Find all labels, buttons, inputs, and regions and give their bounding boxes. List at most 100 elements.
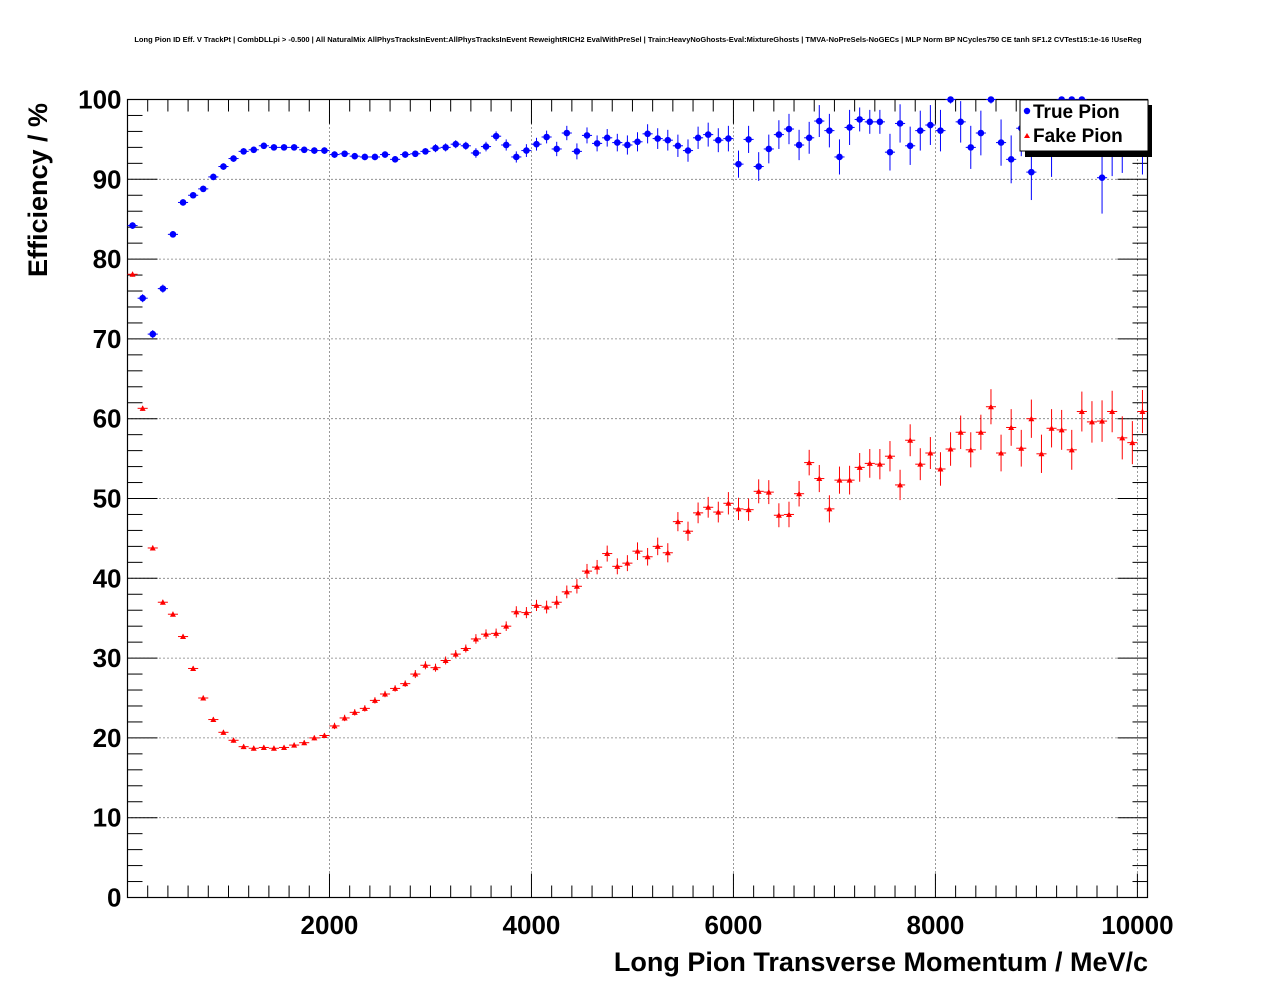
point-marker — [1088, 418, 1095, 425]
data-point — [1117, 416, 1128, 460]
point-marker — [341, 714, 348, 721]
point-marker — [876, 118, 884, 126]
data-point — [733, 497, 744, 521]
point-marker — [290, 144, 298, 151]
point-marker — [664, 136, 672, 144]
point-marker — [775, 131, 783, 138]
data-point — [985, 389, 997, 425]
data-point — [592, 559, 603, 575]
point-marker — [927, 450, 934, 456]
point-marker — [432, 144, 439, 152]
point-marker — [149, 544, 156, 551]
data-point — [975, 414, 986, 450]
data-point — [258, 142, 269, 150]
tick-labels: 0 10 20 30 40 50 60 70 80 90 100 2000 4000 6000 8000 10… — [78, 85, 1173, 941]
data-point — [804, 449, 815, 476]
data-point — [602, 129, 613, 147]
data-point — [551, 595, 562, 609]
data-point — [925, 105, 936, 145]
point-marker — [563, 129, 571, 137]
data-point — [794, 129, 805, 161]
data-point — [157, 284, 168, 293]
data-point — [390, 685, 401, 692]
data-point — [874, 109, 885, 134]
point-marker — [190, 665, 197, 671]
data-point — [127, 222, 138, 229]
data-point — [612, 558, 623, 575]
point-marker — [371, 153, 379, 161]
point-marker — [1058, 426, 1065, 433]
data-point — [713, 128, 724, 153]
point-marker — [492, 132, 500, 140]
data-point — [491, 628, 502, 639]
data-point — [1107, 390, 1118, 433]
data-point — [450, 140, 461, 149]
data-point — [319, 732, 330, 739]
data-point — [794, 480, 805, 507]
point-marker — [462, 142, 470, 150]
data-point — [965, 432, 976, 468]
data-point — [622, 555, 633, 572]
point-marker — [281, 744, 288, 750]
point-marker — [846, 477, 853, 483]
point-marker — [573, 583, 580, 589]
data-point — [430, 144, 441, 153]
data-point — [996, 434, 1007, 472]
point-marker — [291, 742, 298, 748]
data-point — [521, 607, 532, 619]
data-point — [672, 512, 683, 532]
data-point — [470, 634, 481, 644]
point-marker — [523, 609, 530, 616]
point-marker — [220, 729, 227, 735]
point-marker — [886, 148, 894, 156]
point-marker — [210, 173, 217, 181]
point-marker — [533, 140, 540, 148]
point-marker — [260, 744, 267, 750]
data-point — [349, 709, 360, 716]
data-point — [137, 405, 148, 411]
data-point — [329, 722, 340, 730]
point-marker — [826, 505, 833, 512]
point-marker — [846, 124, 853, 131]
point-marker — [381, 151, 389, 158]
point-marker — [442, 144, 449, 151]
data-point — [188, 191, 199, 199]
point-marker — [735, 160, 742, 168]
data-point — [309, 734, 320, 741]
x-tick-label: 10000 — [1101, 910, 1173, 940]
point-marker — [250, 146, 258, 154]
data-point — [642, 124, 653, 144]
data-point — [985, 96, 997, 104]
point-marker — [543, 133, 550, 141]
point-marker — [805, 134, 813, 142]
data-point — [733, 150, 744, 178]
point-marker — [816, 475, 823, 482]
point-marker — [745, 506, 752, 513]
data-point — [824, 495, 835, 523]
y-tick-label: 20 — [93, 723, 122, 753]
point-marker — [240, 148, 247, 155]
point-marker — [654, 135, 661, 142]
point-marker — [331, 151, 338, 158]
point-marker — [715, 509, 722, 515]
point-marker — [957, 429, 964, 435]
point-marker — [664, 549, 671, 556]
data-point — [299, 739, 310, 746]
point-marker — [704, 131, 712, 138]
data-point — [763, 480, 774, 505]
data-point — [359, 153, 370, 161]
point-marker — [472, 635, 479, 642]
point-marker — [937, 465, 944, 472]
point-marker — [442, 657, 449, 663]
data-point — [581, 127, 593, 144]
point-marker — [826, 127, 833, 134]
point-marker — [866, 118, 874, 126]
data-point — [299, 146, 310, 154]
data-point — [996, 119, 1007, 166]
data-point — [369, 697, 380, 704]
point-marker — [361, 705, 368, 711]
data-point — [783, 501, 795, 528]
data-point — [1006, 135, 1017, 184]
point-marker — [149, 330, 157, 338]
